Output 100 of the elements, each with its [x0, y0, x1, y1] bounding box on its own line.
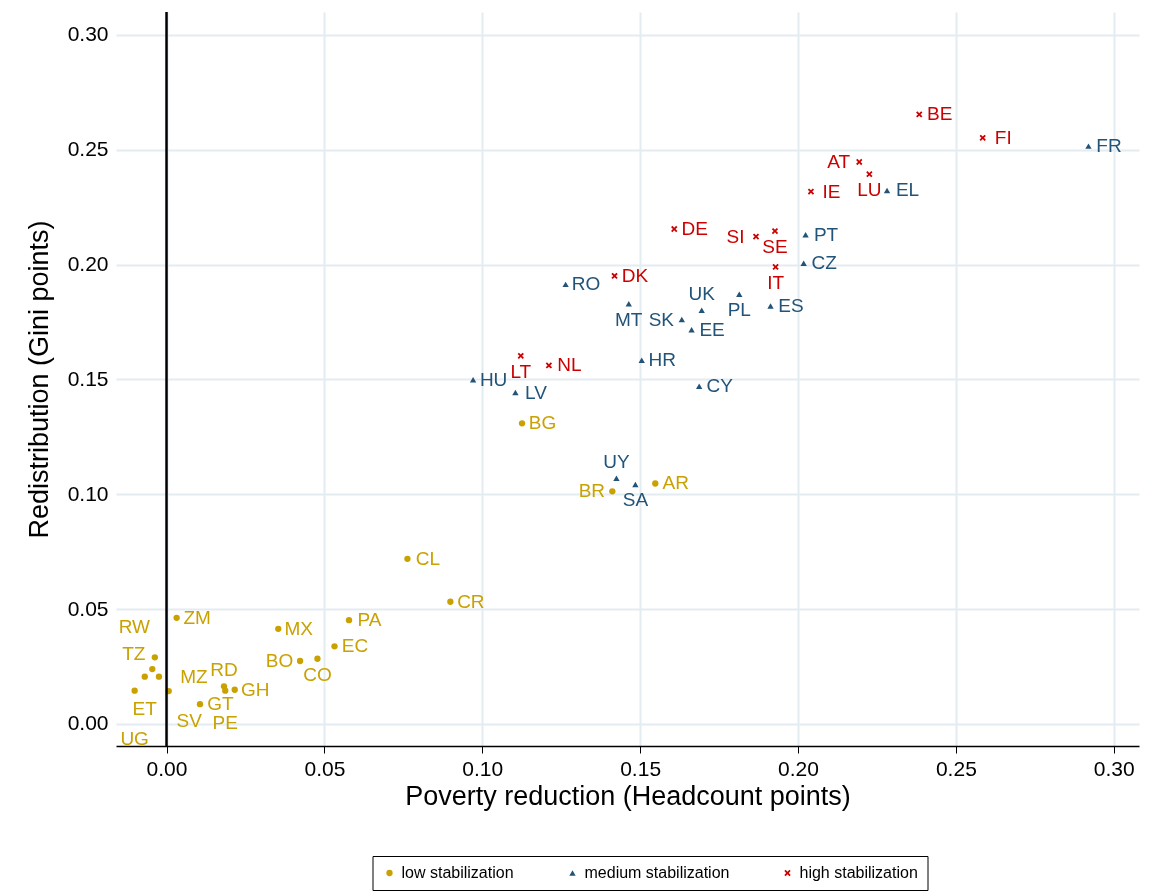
data-label: MZ [180, 665, 209, 687]
data-label: DK [621, 264, 649, 286]
point [638, 357, 645, 363]
legend-label: medium stabilization [584, 864, 730, 881]
data-label: BE [927, 103, 953, 125]
data-label: CY [706, 375, 734, 397]
point [222, 687, 229, 694]
data-label: LU [857, 179, 882, 201]
data-label: LT [510, 360, 532, 382]
point [767, 303, 774, 309]
point [196, 701, 204, 708]
point [517, 352, 524, 359]
data-label: SK [648, 308, 675, 330]
legend-label: high stabilization [799, 864, 918, 881]
x-axis-title: Poverty reduction (Headcount points) [405, 780, 851, 811]
point [131, 687, 138, 694]
point [736, 291, 743, 297]
data-label: GH [240, 678, 270, 700]
y-axis-title: Redistribution (Gini points) [23, 220, 54, 539]
data-label: ZM [183, 606, 211, 628]
data-label: PA [357, 609, 382, 631]
point [331, 643, 338, 650]
data-label: UG [120, 727, 149, 749]
point [979, 134, 986, 142]
x-tick-label: 0.30 [1093, 756, 1135, 780]
data-label: HU [479, 368, 508, 390]
data-label: CL [415, 547, 441, 569]
data-label: TZ [122, 643, 146, 665]
data-label: UK [688, 283, 716, 305]
data-label: LV [524, 381, 548, 403]
data-label: BR [578, 480, 606, 502]
legend-label: low stabilization [401, 864, 514, 881]
y-tick-label: 0.15 [67, 366, 109, 390]
point [800, 260, 807, 266]
y-tick-label: 0.25 [67, 137, 109, 161]
point [314, 655, 321, 662]
data-label: MT [615, 308, 643, 330]
data-label: MX [284, 617, 314, 639]
data-label: PL [727, 299, 751, 321]
point [652, 480, 659, 487]
y-tick-label: 0.05 [67, 596, 109, 620]
y-tick-label: 0.20 [67, 252, 109, 276]
point [141, 673, 148, 680]
point [296, 657, 304, 665]
data-label: RW [118, 616, 151, 638]
data-label: CO [303, 663, 332, 685]
data-label: RD [210, 659, 238, 681]
data-label: CZ [811, 252, 838, 274]
data-label: SA [622, 489, 649, 511]
data-label: FI [994, 126, 1012, 148]
point [802, 232, 809, 238]
point [518, 420, 526, 427]
point [151, 654, 158, 661]
x-tick-label: 0.20 [778, 756, 819, 780]
data-label: BO [265, 650, 294, 672]
data-label: RO [571, 273, 601, 295]
point [231, 686, 238, 693]
data-label: ES [778, 294, 804, 316]
y-tick-label: 0.30 [67, 22, 109, 46]
point [404, 555, 411, 562]
data-label: HR [648, 349, 676, 371]
point [678, 316, 685, 323]
data-label: EE [699, 318, 725, 340]
y-tick-label: 0.10 [67, 481, 109, 505]
x-tick-label: 0.15 [620, 756, 662, 780]
data-label: DE [681, 218, 708, 240]
point [155, 673, 163, 680]
point [856, 158, 863, 166]
data-label: AT [827, 150, 851, 172]
x-tick-label: 0.00 [146, 756, 188, 780]
point [916, 111, 923, 118]
data-label: ET [132, 697, 158, 719]
point [613, 475, 620, 481]
x-tick-label: 0.10 [462, 756, 504, 780]
point [696, 383, 703, 390]
point [173, 614, 180, 621]
data-label: EC [341, 635, 369, 657]
data-label: IT [767, 271, 785, 293]
point [771, 227, 779, 235]
data-label: PT [813, 223, 839, 245]
point [671, 225, 678, 233]
point [609, 488, 616, 495]
data-label: BG [528, 412, 557, 434]
point [275, 625, 282, 633]
point [345, 616, 353, 624]
point [149, 665, 156, 673]
point [698, 307, 705, 314]
point [632, 481, 639, 488]
point [447, 598, 454, 605]
data-label: FR [1096, 135, 1122, 157]
data-label: AR [662, 472, 689, 494]
point [688, 327, 695, 333]
data-label: SE [762, 236, 788, 258]
point [562, 281, 569, 288]
x-tick-label: 0.05 [304, 756, 346, 780]
point [512, 389, 519, 396]
data-label: SI [726, 225, 745, 247]
data-label: EL [895, 179, 920, 201]
point [1085, 143, 1092, 149]
x-tick-label: 0.25 [935, 756, 977, 780]
